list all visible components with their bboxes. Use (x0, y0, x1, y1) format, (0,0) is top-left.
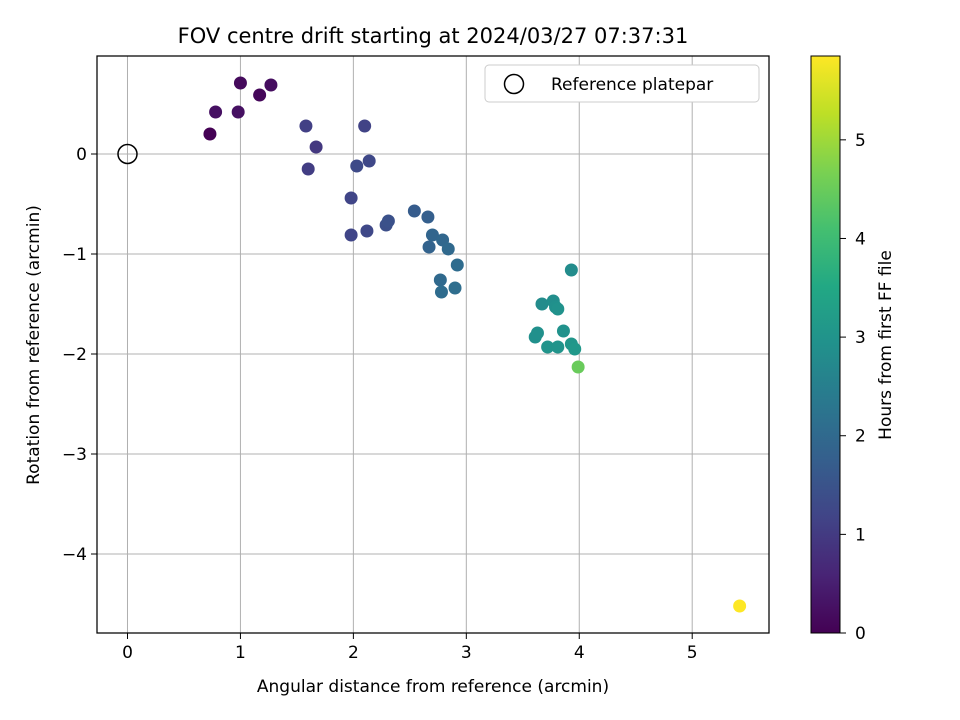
colorbar-tick-label: 4 (855, 229, 866, 249)
data-point (203, 127, 217, 141)
reference-platepar-point (117, 143, 138, 165)
y-axis-label: Rotation from reference (arcmin) (24, 205, 44, 485)
colorbar-tick-label: 3 (855, 328, 866, 348)
data-point (434, 285, 448, 299)
legend-entry-label: Reference platepar (551, 75, 713, 95)
data-point (233, 76, 247, 90)
data-point (301, 162, 315, 176)
grid (97, 56, 769, 633)
data-points (203, 76, 747, 613)
x-tick-label: 1 (235, 643, 246, 663)
colorbar-tick-label: 1 (855, 525, 866, 545)
x-tick-label: 4 (574, 643, 585, 663)
data-point (309, 140, 323, 154)
data-point (551, 340, 565, 354)
data-point (362, 154, 376, 168)
legend: Reference platepar (484, 64, 760, 103)
x-tick-label: 2 (348, 643, 359, 663)
colorbar-gradient (810, 55, 841, 634)
y-tick-label: −2 (62, 345, 87, 365)
colorbar-tick-label: 0 (855, 624, 866, 644)
colorbar-tick-label: 5 (855, 131, 866, 151)
data-point (360, 224, 374, 238)
data-point (421, 210, 435, 224)
x-tick-label: 3 (461, 643, 472, 663)
data-point (535, 297, 549, 311)
colorbar-label: Hours from first FF file (876, 250, 896, 440)
data-point (231, 105, 245, 119)
reference-marker (117, 143, 138, 165)
colorbar: 0 1 2 3 4 5 Hours from first FF file (810, 55, 896, 644)
data-point (381, 214, 395, 228)
legend-box (484, 64, 760, 103)
data-point (568, 342, 582, 356)
data-point (299, 119, 313, 133)
x-axis-label: Angular distance from reference (arcmin) (257, 677, 609, 697)
legend-marker-open-circle-icon (503, 73, 525, 95)
x-axis: 0 1 2 3 4 5 (122, 633, 698, 663)
data-point (425, 228, 439, 242)
data-point (571, 360, 585, 374)
plot-frame (96, 55, 770, 634)
data-point (551, 302, 565, 316)
chart-title: FOV centre drift starting at 2024/03/27 … (178, 24, 689, 48)
x-tick-label: 0 (122, 643, 133, 663)
data-point (564, 263, 578, 277)
data-point (450, 258, 464, 272)
data-point (441, 242, 455, 256)
data-point (433, 273, 447, 287)
colorbar-ticks: 0 1 2 3 4 5 (840, 131, 866, 644)
data-point (344, 191, 358, 205)
y-tick-label: −1 (62, 245, 87, 265)
data-point (253, 88, 267, 102)
colorbar-tick-label: 2 (855, 427, 866, 447)
data-point (407, 204, 421, 218)
data-point (733, 599, 747, 613)
y-tick-label: −4 (62, 545, 87, 565)
data-point (422, 240, 436, 254)
data-point (448, 281, 462, 295)
data-point (344, 228, 358, 242)
x-tick-label: 5 (687, 643, 698, 663)
y-tick-label: −3 (62, 445, 87, 465)
data-point (358, 119, 372, 133)
data-point (556, 324, 570, 338)
y-tick-label: 0 (76, 145, 87, 165)
y-axis: 0 −1 −2 −3 −4 (62, 145, 97, 565)
data-point (350, 159, 364, 173)
data-point (209, 105, 223, 119)
data-point (541, 340, 555, 354)
data-point (264, 78, 278, 92)
data-point (530, 326, 544, 340)
